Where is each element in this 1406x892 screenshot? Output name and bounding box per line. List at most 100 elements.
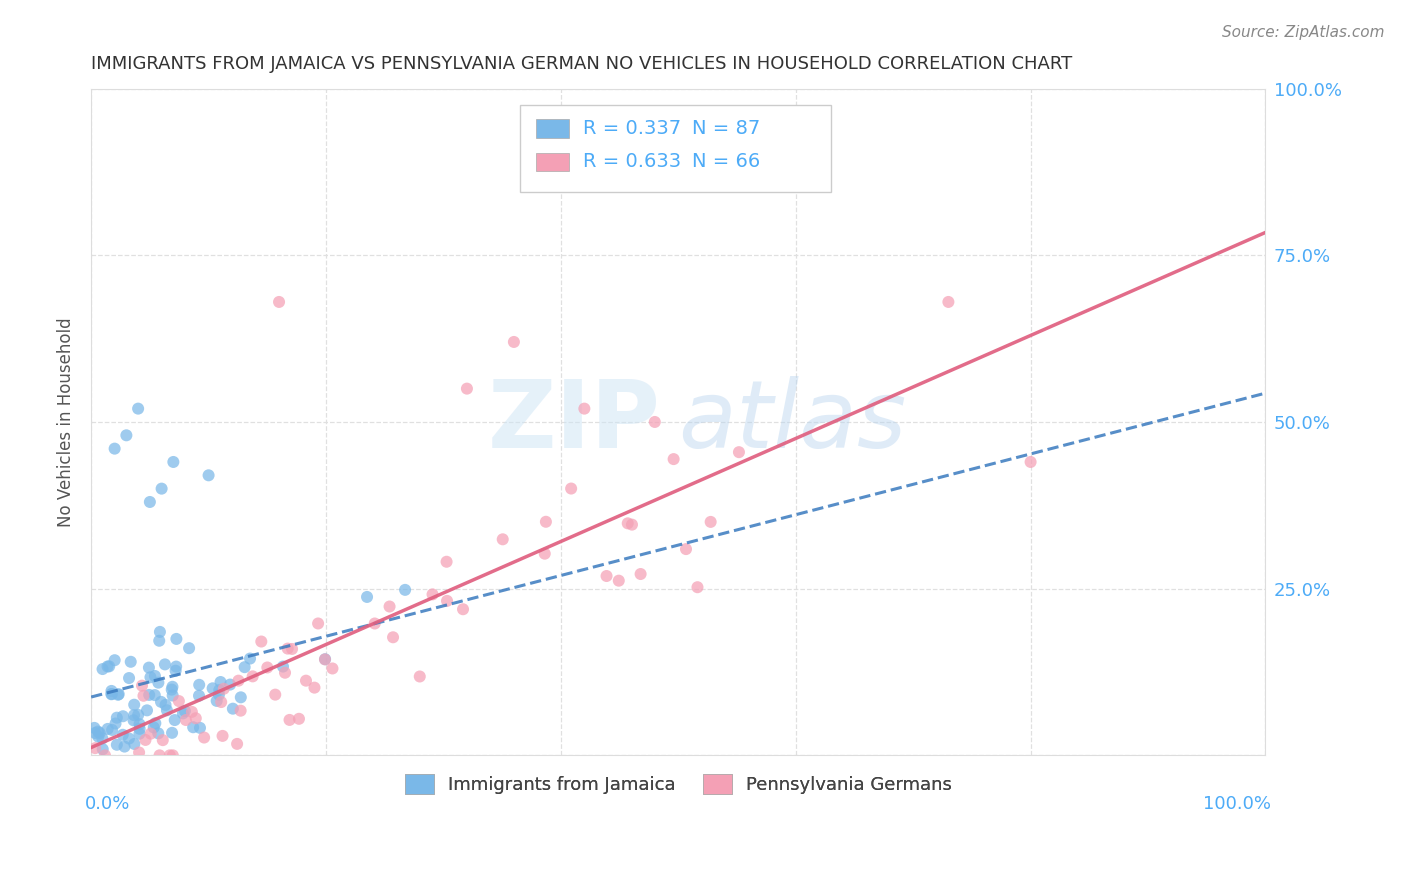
FancyBboxPatch shape (536, 153, 569, 171)
Point (124, 737, 146, 751)
Point (162, 455, 184, 469)
Point (180, 705, 202, 719)
Point (728, 445, 751, 459)
Point (188, 721, 211, 735)
Point (229, 690, 252, 705)
Point (219, 677, 242, 691)
Point (139, 670, 162, 684)
Point (288, 712, 311, 726)
Point (304, 681, 326, 695)
Point (307, 616, 329, 631)
Point (229, 704, 252, 718)
Point (197, 468, 219, 483)
Point (97, 722, 120, 736)
Point (105, 738, 128, 752)
Point (267, 295, 290, 310)
Point (148, 633, 170, 648)
Point (295, 673, 318, 688)
Point (143, 688, 166, 702)
Point (142, 721, 165, 735)
Point (100, 687, 122, 701)
Point (492, 533, 515, 547)
Point (107, 687, 129, 701)
Point (184, 711, 207, 725)
Point (165, 632, 187, 646)
Point (148, 748, 170, 763)
Point (148, 726, 170, 740)
Point (271, 659, 294, 673)
Point (162, 689, 184, 703)
Point (256, 660, 278, 674)
Point (162, 748, 184, 763)
Point (98, 659, 121, 673)
Point (155, 698, 177, 712)
Point (630, 567, 652, 582)
Point (321, 661, 343, 675)
Point (699, 515, 721, 529)
Point (228, 673, 250, 688)
Point (277, 641, 299, 656)
Text: IMMIGRANTS FROM JAMAICA VS PENNSYLVANIA GERMAN NO VEHICLES IN HOUSEHOLD CORRELAT: IMMIGRANTS FROM JAMAICA VS PENNSYLVANIA … (91, 55, 1073, 73)
Point (264, 688, 287, 702)
Point (143, 669, 166, 683)
Point (128, 746, 150, 760)
Point (122, 698, 145, 712)
Point (87, 724, 110, 739)
Point (104, 442, 127, 456)
Text: 100.0%: 100.0% (1204, 796, 1271, 814)
Point (436, 555, 458, 569)
Text: atlas: atlas (678, 376, 907, 467)
Point (201, 681, 224, 696)
Point (436, 594, 458, 608)
Point (595, 569, 617, 583)
Point (177, 641, 200, 656)
Point (172, 706, 194, 721)
Point (149, 624, 172, 639)
Point (503, 334, 526, 349)
Point (153, 657, 176, 672)
Point (534, 515, 557, 529)
Point (128, 717, 150, 731)
Point (84, 741, 107, 756)
Point (314, 652, 336, 666)
Point (173, 704, 195, 718)
Point (242, 669, 264, 683)
Point (115, 428, 138, 442)
Point (278, 713, 301, 727)
Point (675, 542, 697, 557)
Point (111, 728, 134, 742)
Point (239, 651, 262, 665)
Point (139, 495, 162, 509)
Point (127, 401, 149, 416)
Point (174, 713, 197, 727)
Point (148, 675, 170, 690)
Point (97, 659, 120, 673)
Point (167, 694, 190, 708)
Point (205, 694, 228, 708)
Point (91, 731, 114, 746)
Point (118, 671, 141, 685)
Point (181, 720, 204, 734)
Point (111, 709, 134, 723)
Point (451, 602, 474, 616)
Point (560, 482, 582, 496)
Point (274, 665, 297, 680)
Point (356, 590, 378, 604)
Point (226, 737, 249, 751)
Point (1019, 455, 1042, 469)
Point (122, 708, 145, 723)
Point (160, 682, 183, 697)
Point (114, 739, 136, 754)
Point (620, 517, 643, 532)
Text: N = 87: N = 87 (692, 120, 761, 138)
Point (91, 742, 114, 756)
Point (574, 401, 596, 416)
Point (938, 295, 960, 310)
FancyBboxPatch shape (520, 105, 831, 192)
Point (162, 680, 184, 694)
Point (91, 662, 114, 676)
Point (209, 695, 232, 709)
Point (281, 642, 304, 657)
Point (193, 731, 215, 745)
Point (159, 748, 181, 763)
